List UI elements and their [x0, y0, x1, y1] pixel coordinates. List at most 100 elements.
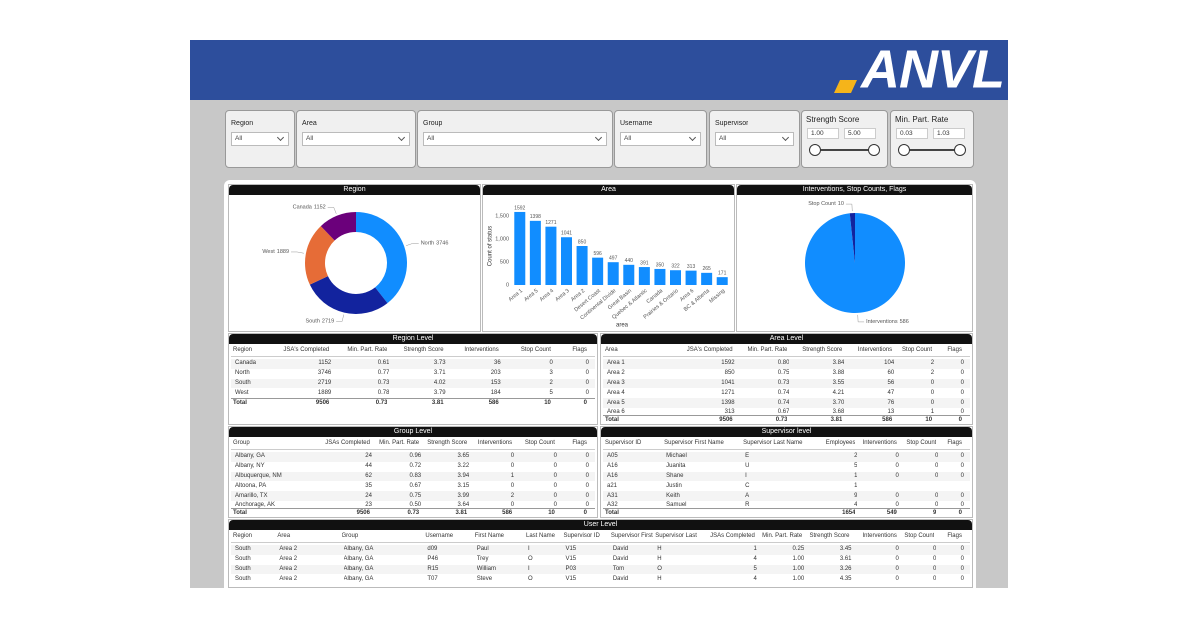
table-cell: Albany, GA: [235, 453, 265, 460]
column-header: JSA's Completed: [283, 347, 330, 353]
range-input[interactable]: 5.00: [844, 128, 876, 139]
column-header: Employees: [825, 440, 856, 446]
column-header: Group: [341, 533, 359, 539]
table-body: South Area 2 Albany, GA d09 Paul I V15 David H 1 0…: [229, 545, 972, 587]
table-cell: 47: [887, 389, 895, 396]
table-cell: 3.99: [457, 492, 470, 499]
table-cell: 1889: [317, 389, 332, 396]
slider-handle[interactable]: [954, 144, 966, 156]
total-cell: 0: [958, 416, 962, 423]
table-cell: R: [745, 502, 750, 508]
range-value: 0.03: [900, 130, 913, 137]
table-row: Area 4 1271 0.74 4.21 47 0 0: [603, 388, 970, 399]
total-cell: 0: [958, 509, 962, 516]
table-cell: 3.71: [433, 370, 446, 377]
filter-dropdown[interactable]: All: [231, 132, 289, 146]
table-cell: Michael: [666, 453, 687, 460]
table-cell: 44: [365, 463, 372, 470]
table-cell: 0: [510, 482, 515, 489]
total-cell: Total: [233, 509, 247, 516]
filter-card: Region All: [225, 110, 295, 168]
total-cell: 0: [583, 509, 587, 516]
table-row: a21 Justin C 1: [603, 481, 970, 492]
table-row: South 2719 0.73 4.02 153 2 0: [231, 378, 595, 389]
filter-dropdown[interactable]: All: [423, 132, 607, 146]
dropdown-chevron: [781, 133, 790, 142]
panel-title: Area: [483, 185, 734, 195]
table-cell: South: [235, 565, 251, 572]
total-cell: 1654: [842, 509, 856, 516]
table-row: Area 5 1398 0.74 3.70 76 0 0: [603, 398, 970, 408]
total-cell: 10: [548, 509, 555, 516]
table-cell: 35: [365, 482, 372, 489]
table-cell: 0.61: [377, 360, 390, 367]
panel-title: User Level: [229, 520, 972, 530]
column-header: Supervisor Last Name: [743, 440, 803, 446]
filter-card: Supervisor All: [709, 110, 800, 168]
table-cell: 0: [933, 546, 937, 553]
slider-handle[interactable]: [898, 144, 910, 156]
dropdown-chevron: [688, 133, 697, 142]
column-header: Strength Score: [403, 347, 444, 353]
table-cell: Tom: [612, 565, 625, 572]
filter-dropdown[interactable]: All: [715, 132, 794, 146]
table-cell: 0: [930, 389, 935, 396]
table-cell: Area 2: [279, 575, 298, 582]
table-cell: 0.67: [409, 482, 422, 489]
table-cell: Albany, GA: [343, 546, 374, 553]
range-input[interactable]: 1.03: [933, 128, 965, 139]
table-body: Area 1 1592 0.80 3.84 104 2 0 Area 2 850 0.75 3.88…: [601, 359, 972, 415]
table-cell: 36: [494, 360, 501, 367]
column-header: Username: [425, 533, 454, 539]
table-cell: 4: [753, 556, 757, 563]
chart-panel: Interventions, Stop Counts, Flags: [736, 184, 973, 332]
panel-title: Region: [229, 185, 480, 195]
table-cell: 0.67: [777, 409, 790, 415]
table-cell: 0: [895, 453, 899, 460]
table-row: Albany, GA 24 0.96 3.65 0 0 0: [231, 452, 595, 462]
header-rule: [231, 542, 970, 543]
table-cell: Juanita: [666, 463, 686, 470]
table-cell: O: [527, 556, 533, 563]
table-row: A16 Shane I 1 0 0 0: [603, 471, 970, 482]
slider-handle[interactable]: [809, 144, 821, 156]
table-cell: 1041: [721, 379, 735, 386]
table-cell: 3.68: [832, 409, 845, 415]
table-cell: I: [527, 565, 530, 572]
panel-title: Supervisor level: [601, 427, 972, 437]
table-cell: Steve: [476, 575, 493, 582]
header-rule: [603, 356, 970, 357]
total-cell: 3.81: [830, 416, 843, 423]
table-cell: 13: [887, 409, 895, 415]
table-cell: 0: [895, 575, 899, 582]
range-input[interactable]: 1.00: [807, 128, 839, 139]
table-cell: P03: [565, 565, 577, 572]
table-cell: Albuquerque, NM: [235, 472, 282, 479]
table-cell: 0: [935, 472, 939, 479]
table-cell: 0: [960, 389, 964, 396]
column-header: Stop Count: [520, 347, 551, 353]
table-cell: 0.77: [377, 370, 390, 377]
header-rule: [231, 449, 595, 450]
panel-title: Area Level: [601, 334, 972, 344]
filter-dropdown[interactable]: All: [302, 132, 410, 146]
chart-panel: Region: [228, 184, 481, 332]
table-cell: 5: [753, 565, 757, 572]
range-input[interactable]: 0.03: [896, 128, 928, 139]
table-cell: 0: [895, 472, 899, 479]
filter-dropdown[interactable]: All: [620, 132, 701, 146]
table-cell: Shane: [666, 472, 684, 479]
table-panel: Area Level Area JSA's Completed Min. Part. …: [600, 333, 973, 425]
table-cell: Samuel: [666, 502, 687, 508]
slider-track: [904, 149, 962, 151]
table-cell: 1: [753, 546, 757, 553]
column-header: Flags: [947, 347, 962, 353]
table-cell: 0: [960, 575, 964, 582]
slider-handle[interactable]: [868, 144, 880, 156]
header-bar: [190, 40, 1008, 100]
table-cell: 4.35: [839, 575, 852, 582]
range-value: 1.03: [937, 130, 950, 137]
table-cell: 23: [365, 502, 372, 508]
total-rule: [231, 508, 595, 509]
table-row: Albuquerque, NM 62 0.83 3.94 1 0 0: [231, 471, 595, 482]
